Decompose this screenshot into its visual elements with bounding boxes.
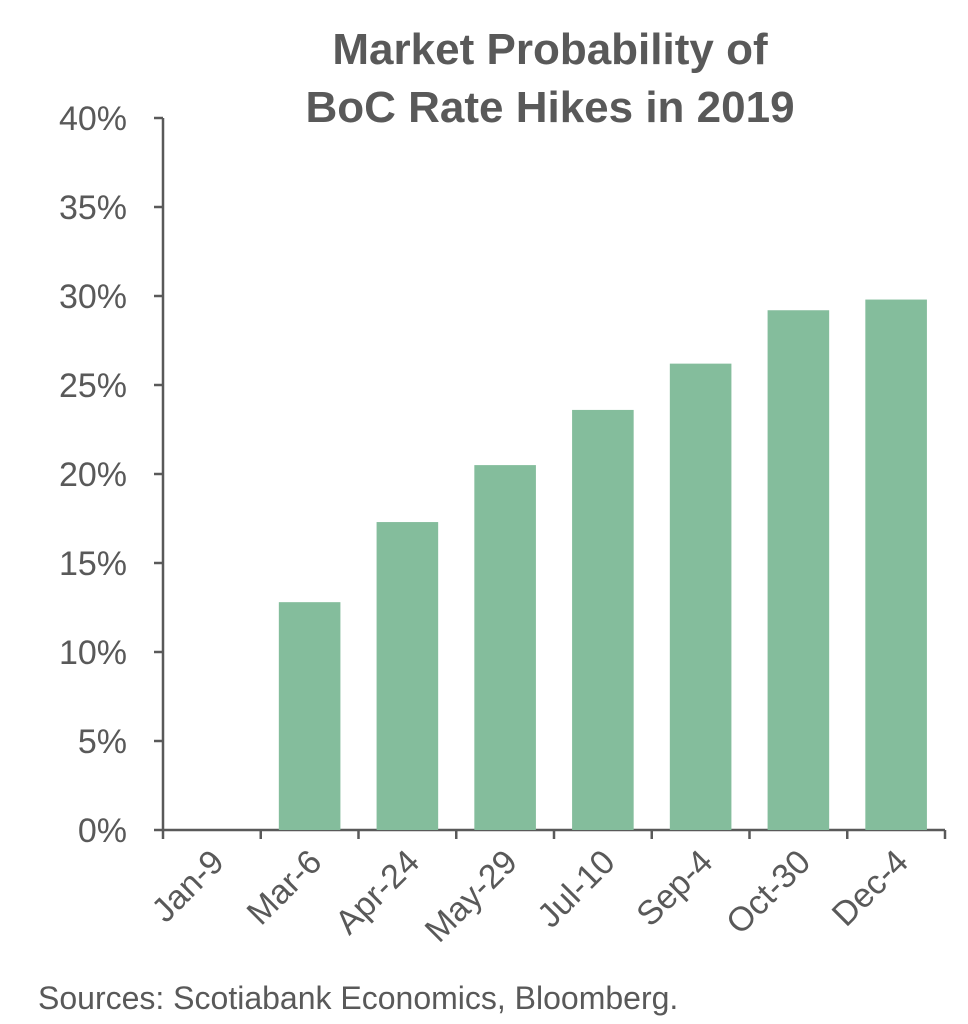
y-tick-label: 20% [59, 456, 127, 494]
bar [474, 465, 536, 830]
x-tick-label: Jan-9 [145, 843, 232, 930]
bar [767, 310, 830, 830]
bar [572, 409, 634, 830]
x-tick-label: Mar-6 [240, 843, 330, 933]
y-tick-label: 10% [59, 634, 127, 672]
y-tick-label: 0% [78, 812, 127, 850]
bar [865, 299, 927, 830]
bar [376, 522, 439, 830]
x-tick-label: Sep-4 [629, 843, 720, 934]
bar-chart: 0% 5% 10% 15% 20% 25% 30% 35% 40% Jan-9 Mar-6Apr-… [59, 100, 947, 950]
x-tick-label: Jul-10 [530, 843, 622, 935]
chart-title-line-2: BoC Rate Hikes in 2019 [305, 83, 795, 132]
y-tick-label: 30% [59, 278, 127, 316]
x-tick-label: Oct-30 [719, 843, 818, 942]
source-note: Sources: Scotiabank Economics, Bloomberg… [38, 980, 679, 1016]
y-tick-label: 25% [59, 367, 127, 405]
y-tick-label: 35% [59, 189, 127, 227]
y-tick-label: 15% [59, 545, 127, 583]
x-tick-label: Apr-24 [328, 843, 427, 942]
chart-title-line-1: Market Probability of [332, 25, 768, 74]
bar [669, 363, 732, 830]
x-tick-label: Dec-4 [825, 843, 916, 934]
y-tick-label: 40% [59, 100, 127, 138]
x-tick-label: May-29 [418, 843, 525, 950]
bar-series [278, 299, 927, 830]
y-tick-label: 5% [78, 723, 127, 761]
y-axis: 0% 5% 10% 15% 20% 25% 30% 35% 40% [59, 100, 165, 850]
bar [278, 602, 341, 830]
